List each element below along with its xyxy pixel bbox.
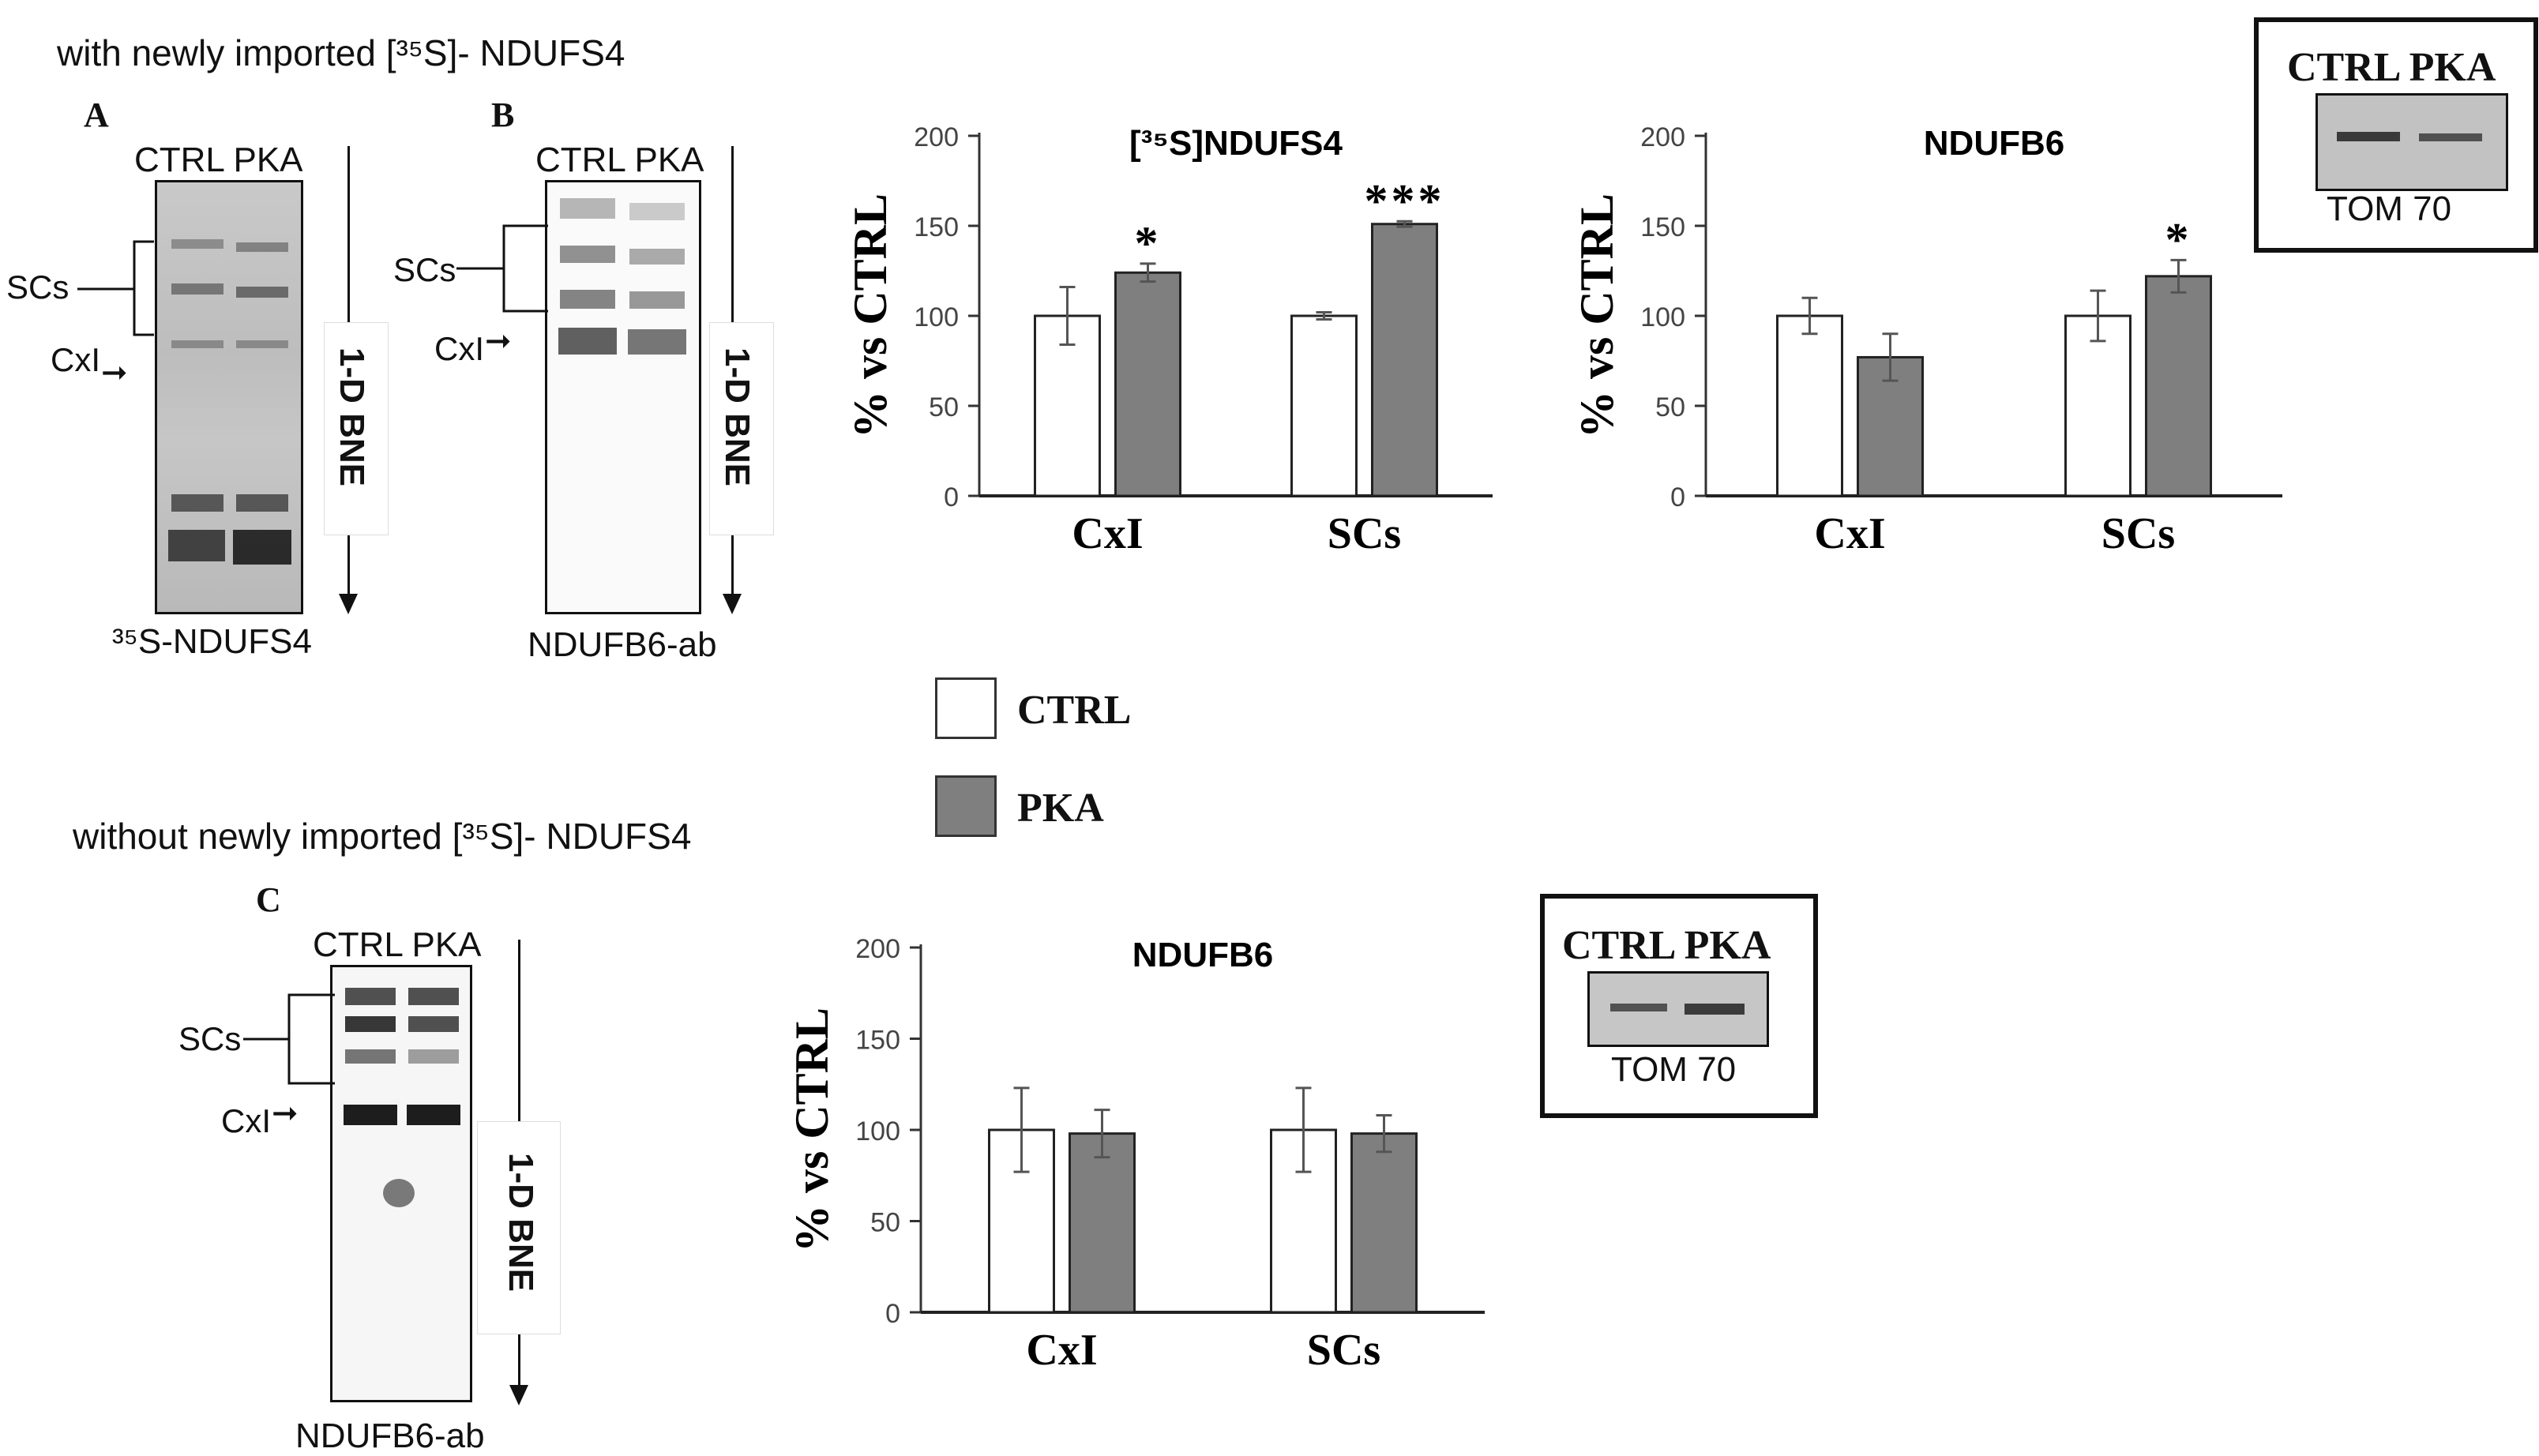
- tom70-top-lane-header: CTRL PKA: [2287, 45, 2496, 90]
- tom70-bottom-blot: [1587, 971, 1769, 1047]
- x-category-label: CxI: [1072, 509, 1143, 558]
- panel-c-bne-label: 1-D BNE: [501, 1153, 540, 1293]
- significance-marker: *: [2165, 213, 2192, 265]
- y-axis-label: % vs CTRL: [786, 1008, 838, 1252]
- panel-a-caption: ³⁵S-NDUFS4: [112, 622, 312, 661]
- bar: [1350, 1132, 1418, 1314]
- panel-a-scs-label: SCs: [6, 268, 69, 306]
- bar: [1290, 314, 1358, 497]
- panel-a-lane-header: CTRL PKA: [134, 141, 303, 179]
- panel-b-cxi-label: CxI: [434, 330, 484, 367]
- tom70-bottom-label: TOM 70: [1611, 1050, 1737, 1089]
- y-tick-label: 200: [855, 934, 900, 964]
- significance-marker: *: [1135, 217, 1162, 269]
- legend-pka-swatch: [935, 775, 997, 837]
- panel-a-bne-box: [324, 322, 389, 535]
- legend-pka-label: PKA: [1017, 786, 1104, 831]
- y-tick-label: 150: [1640, 212, 1685, 242]
- legend-ctrl-swatch: [935, 677, 997, 739]
- x-category-label: SCs: [1307, 1326, 1380, 1375]
- y-tick-label: 100: [914, 302, 959, 332]
- y-tick-label: 50: [870, 1208, 900, 1238]
- chart-s35-ndufs4: 0 50 100 150 200 % vs CTRL [³⁵S]NDUFS4 * CxI *** S…: [844, 122, 1493, 558]
- panel-c-bne-box: [477, 1121, 561, 1334]
- panel-c-lane-header: CTRL PKA: [313, 925, 482, 964]
- y-tick-label: 0: [944, 482, 959, 512]
- panel-a-gel-blot: [155, 180, 303, 614]
- y-axis-label: % vs CTRL: [1571, 193, 1623, 438]
- tom70-bottom-lane-header: CTRL PKA: [1562, 923, 1771, 968]
- y-tick-label: 50: [1655, 392, 1685, 422]
- y-tick-label: 100: [1640, 302, 1685, 332]
- panel-c-caption: NDUFB6-ab: [295, 1417, 485, 1455]
- tom70-top-label: TOM 70: [2327, 190, 2452, 228]
- bar: [1114, 271, 1181, 497]
- chart-ndufb6-without-import: 0 50 100 150 200 % vs CTRL NDUFB6 CxI SCs: [786, 934, 1485, 1375]
- y-tick-label: 0: [885, 1299, 900, 1329]
- bar: [2064, 314, 2131, 497]
- panel-a-scs-bracket: [77, 240, 154, 336]
- significance-marker: ***: [1365, 174, 1445, 227]
- panel-c-scs-bracket: [243, 993, 335, 1085]
- heading-without-import: without newly imported [³⁵S]- NDUFS4: [73, 816, 692, 857]
- panel-a-letter: A: [84, 96, 109, 134]
- bar: [1069, 1132, 1136, 1314]
- panel-c-letter: C: [256, 880, 281, 919]
- panel-b-bne-label: 1-D BNE: [718, 347, 757, 487]
- panel-b-bne-arrow-icon: [723, 594, 742, 614]
- panel-c-gel-blot: [330, 965, 472, 1402]
- heading-with-import: with newly imported [³⁵S]- NDUFS4: [57, 32, 625, 73]
- tom70-top-blot: [2316, 93, 2508, 191]
- y-tick-label: 200: [914, 122, 959, 152]
- panel-a-bne-label: 1-D BNE: [332, 347, 371, 487]
- bar: [1371, 223, 1438, 497]
- chart-title: [³⁵S]NDUFS4: [1129, 124, 1343, 163]
- panel-c-bne-arrow-icon: [509, 1385, 528, 1405]
- panel-c-cxi-label: CxI: [221, 1102, 271, 1139]
- panel-c-cxi-arrow-icon: ➞: [272, 1096, 299, 1131]
- panel-b-scs-bracket: [456, 224, 548, 313]
- panel-c-scs-label: SCs: [178, 1020, 242, 1057]
- chart-title: NDUFB6: [1132, 936, 1273, 974]
- panel-b-gel-blot: [545, 180, 701, 614]
- y-tick-label: 50: [929, 392, 959, 422]
- tom70-inset-top: CTRL PKA TOM 70: [2254, 17, 2538, 253]
- y-tick-label: 100: [855, 1116, 900, 1146]
- panel-b-lane-header: CTRL PKA: [535, 141, 704, 179]
- x-category-label: SCs: [1328, 509, 1401, 558]
- x-category-label: CxI: [1026, 1326, 1097, 1375]
- panel-a-bne-arrow-icon: [339, 594, 358, 614]
- legend-ctrl-label: CTRL: [1017, 688, 1132, 733]
- chart-ndufb6-with-import: 0 50 100 150 200 % vs CTRL NDUFB6 CxI * SCs: [1571, 122, 2282, 558]
- panel-a-cxi-label: CxI: [51, 341, 100, 378]
- y-axis-label: % vs CTRL: [844, 193, 896, 438]
- bar: [2145, 275, 2212, 497]
- y-tick-label: 0: [1670, 482, 1685, 512]
- chart-title: NDUFB6: [1924, 124, 2064, 163]
- y-tick-label: 200: [1640, 122, 1685, 152]
- panel-b-letter: B: [491, 96, 515, 134]
- x-category-label: SCs: [2101, 509, 2175, 558]
- panel-b-bne-box: [709, 322, 774, 535]
- panel-b-cxi-arrow-icon: ➞: [485, 324, 512, 358]
- y-tick-label: 150: [855, 1026, 900, 1056]
- panel-b-caption: NDUFB6-ab: [528, 625, 717, 664]
- panel-a-cxi-arrow-icon: ➞: [101, 355, 128, 390]
- bar: [1776, 314, 1843, 497]
- tom70-inset-bottom: CTRL PKA TOM 70: [1540, 894, 1818, 1118]
- y-tick-label: 150: [914, 212, 959, 242]
- x-category-label: CxI: [1814, 509, 1885, 558]
- panel-b-scs-label: SCs: [393, 251, 456, 288]
